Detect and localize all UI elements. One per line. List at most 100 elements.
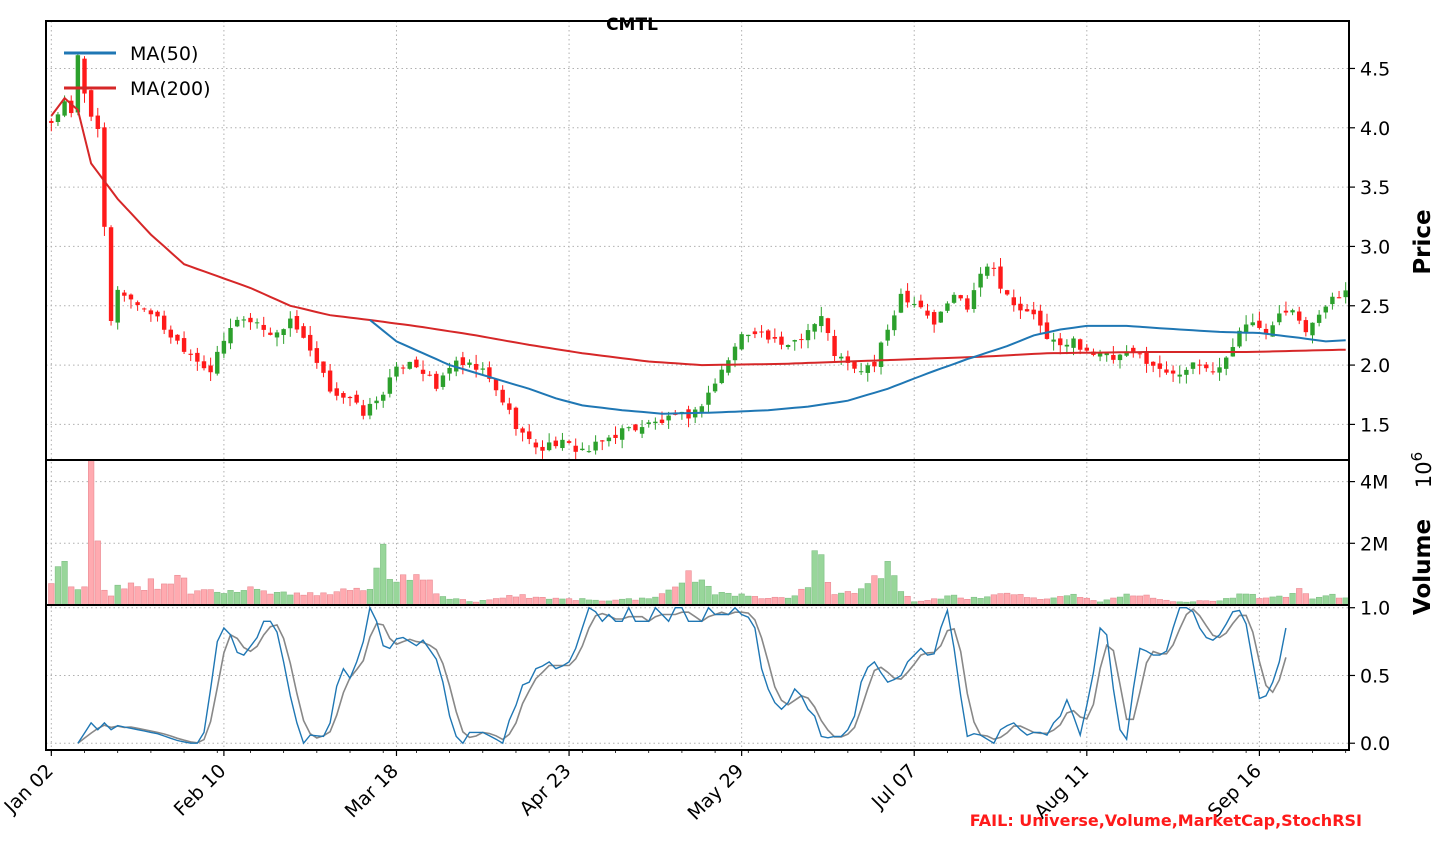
price-axis-label: Price [1410, 209, 1436, 274]
candle-up [560, 439, 565, 449]
candle-down [434, 373, 439, 389]
candle-down [135, 302, 140, 306]
candle-up [1071, 338, 1076, 348]
candle-up [215, 351, 220, 374]
candle-down [1283, 310, 1289, 313]
volume-bar-up [818, 554, 825, 605]
volume-bar-up [287, 594, 294, 605]
volume-bar-down [200, 589, 208, 605]
candle-down [1170, 370, 1176, 374]
volume-bar-down [180, 577, 188, 605]
volume-bar-down [1110, 597, 1117, 605]
candle-down [314, 348, 320, 363]
candle-up [839, 356, 844, 359]
candle-down [361, 405, 366, 416]
volume-bar-up [240, 590, 247, 605]
candle-down [307, 334, 313, 351]
volume-bar-up [1276, 595, 1283, 605]
volume-bar-up [1316, 596, 1323, 605]
volume-bar-up [1070, 593, 1077, 605]
ma50-line [369, 319, 1346, 415]
volume-bar-down [346, 590, 354, 605]
volume-bar-up [373, 567, 380, 605]
candle-down [958, 295, 963, 299]
candle-up [75, 55, 81, 113]
volume-bar-up [1243, 593, 1250, 605]
volume-bar-up [366, 588, 374, 605]
volume-bar-up [1063, 595, 1070, 605]
candle-up [945, 303, 950, 311]
candle-down [1011, 297, 1016, 306]
candle-down [779, 336, 784, 345]
candle-up [885, 329, 890, 341]
volume-bar-down [207, 589, 214, 605]
volume-bar-up [1269, 596, 1276, 605]
candle-up [819, 316, 824, 327]
candle-down [1044, 322, 1050, 339]
candle-down [201, 361, 207, 369]
x-tick-label: Feb 10 [170, 760, 231, 821]
volume-bar-down [1143, 594, 1150, 605]
volume-bar-down [127, 582, 135, 605]
volume-bar-up [884, 561, 891, 605]
volume-bar-down [1163, 599, 1170, 605]
candle-up [639, 427, 645, 434]
volume-bar-down [1282, 596, 1290, 605]
candle-up [805, 330, 811, 341]
stoch-tick-label: 0.0 [1360, 733, 1390, 755]
candle-down [931, 312, 937, 325]
candle-up [374, 400, 379, 404]
volume-bar-up [280, 591, 287, 605]
candle-down [473, 363, 479, 370]
candle-up [62, 101, 67, 116]
candle-up [447, 367, 452, 374]
volume-bar-up [731, 595, 739, 605]
volume-bar-down [1017, 594, 1024, 605]
volume-multiplier: 106 [1408, 452, 1436, 488]
volume-bar-down [68, 586, 75, 605]
volume-axis-label: Volume [1410, 519, 1436, 615]
volume-bar-up [785, 597, 792, 605]
candle-down [527, 431, 532, 440]
volume-multiplier-exp: 6 [1408, 452, 1426, 462]
volume-bar-down [1004, 592, 1011, 605]
volume-bar-down [1256, 598, 1263, 605]
volume-bar-down [433, 593, 440, 605]
volume-bar-up [791, 595, 798, 605]
volume-bar-down [758, 598, 765, 605]
candle-down [1263, 328, 1269, 334]
volume-bar-up [1050, 597, 1057, 605]
candle-down [168, 329, 173, 338]
volume-bar-down [94, 540, 101, 605]
candle-up [1270, 325, 1275, 337]
candle-down [1024, 309, 1030, 312]
volume-bar-up [61, 561, 68, 605]
volume-bar-down [492, 598, 500, 605]
candle-down [533, 442, 539, 448]
candle-up [281, 329, 286, 336]
legend-ma200-label: MA(200) [130, 78, 210, 100]
candle-up [858, 371, 864, 373]
volume-bar-up [114, 584, 121, 605]
candle-up [865, 365, 870, 373]
candle-up [1190, 362, 1196, 369]
candle-down [965, 298, 970, 310]
candle-down [1058, 338, 1063, 346]
volume-bar-down [81, 586, 88, 605]
volume-bar-down [851, 593, 858, 605]
ma200-line [50, 96, 1346, 367]
volume-bar-down [871, 575, 878, 605]
candle-down [845, 356, 851, 363]
candle-up [971, 290, 977, 310]
stoch-d-line [77, 608, 1287, 744]
candle-down [765, 330, 771, 340]
volume-bar-up [745, 595, 752, 605]
volume-bar-up [1322, 595, 1329, 605]
volume-bar-down [419, 579, 427, 605]
candle-down [341, 393, 346, 398]
volume-bar-down [632, 599, 639, 605]
candle-down [327, 370, 333, 392]
candle-down [1077, 339, 1083, 350]
volume-bar-up [1236, 593, 1243, 605]
candle-up [288, 318, 293, 329]
